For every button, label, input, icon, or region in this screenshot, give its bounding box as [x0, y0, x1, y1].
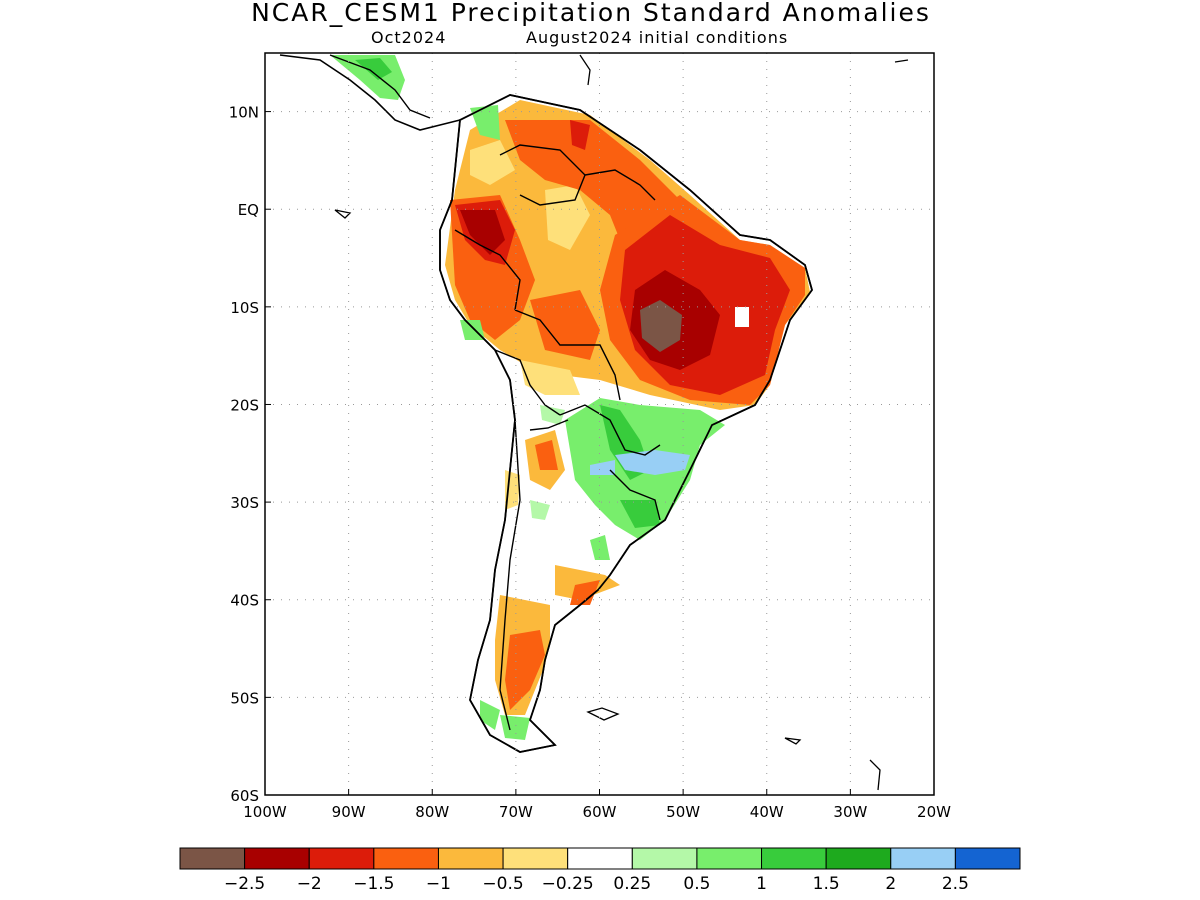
colorbar-label: −1.5	[353, 874, 394, 894]
colorbar-swatch	[437, 847, 504, 870]
lon-tick-label: 30W	[833, 803, 867, 821]
colorbar-label: 0.25	[613, 874, 651, 894]
latitude-tick-labels: 10N EQ 10S 20S 30S 40S 50S 60S	[229, 104, 271, 805]
colorbar-swatch	[954, 847, 1021, 870]
colorbar-label: −1	[426, 874, 451, 894]
map-area	[279, 54, 909, 791]
colorbar-label: 2	[885, 874, 896, 894]
initial-conditions-label: August2024 initial conditions	[526, 28, 789, 47]
lon-tick-label: 20W	[917, 803, 951, 821]
lat-tick-label: 40S	[230, 592, 259, 610]
colorbar-swatch	[696, 847, 763, 870]
lon-tick-label: 90W	[332, 803, 366, 821]
colorbar-label: 1.5	[813, 874, 840, 894]
valid-month-label: Oct2024	[371, 28, 447, 47]
lon-tick-label: 100W	[243, 803, 287, 821]
lon-tick-label: 60W	[583, 803, 617, 821]
lat-tick-label: 10N	[229, 104, 259, 122]
colorbar-swatch	[825, 847, 892, 870]
colorbar-labels: −2.5 −2 −1.5 −1 −0.5 −0.25 0.25 0.5 1 1.5 2 2.5	[224, 874, 969, 894]
colorbar-label: 0.5	[683, 874, 710, 894]
colorbar-label: −0.5	[482, 874, 523, 894]
colorbar-swatch	[890, 847, 956, 870]
lat-tick-label: EQ	[238, 201, 259, 219]
colorbar-label: −2	[297, 874, 322, 894]
colorbar-label: −0.25	[542, 874, 594, 894]
colorbar-swatch	[761, 847, 827, 870]
lat-tick-label: 60S	[230, 787, 259, 805]
longitude-tick-labels: 100W 90W 80W 70W 60W 50W 40W 30W 20W	[243, 789, 951, 821]
colorbar-swatch	[373, 847, 439, 870]
lon-tick-label: 80W	[415, 803, 449, 821]
colorbar-swatch	[179, 847, 246, 870]
country-borders	[454, 144, 661, 731]
colorbar-swatch	[567, 847, 633, 870]
colorbar-swatch	[244, 847, 310, 870]
colorbar-swatch	[502, 847, 569, 870]
lat-tick-label: 10S	[230, 299, 259, 317]
lon-tick-label: 70W	[499, 803, 533, 821]
colorbar-label: −2.5	[224, 874, 265, 894]
colorbar-swatch	[308, 847, 375, 870]
lat-tick-label: 20S	[230, 396, 259, 414]
colorbar-label: 1	[756, 874, 767, 894]
colorbar-swatch	[631, 847, 698, 870]
colorbar-label: 2.5	[942, 874, 969, 894]
lon-tick-label: 40W	[750, 803, 784, 821]
lat-tick-label: 50S	[230, 689, 259, 707]
colorbar	[179, 847, 1021, 870]
lat-tick-label: 30S	[230, 494, 259, 512]
map-title: NCAR_CESM1 Precipitation Standard Anomal…	[251, 0, 931, 27]
lon-tick-label: 50W	[666, 803, 700, 821]
